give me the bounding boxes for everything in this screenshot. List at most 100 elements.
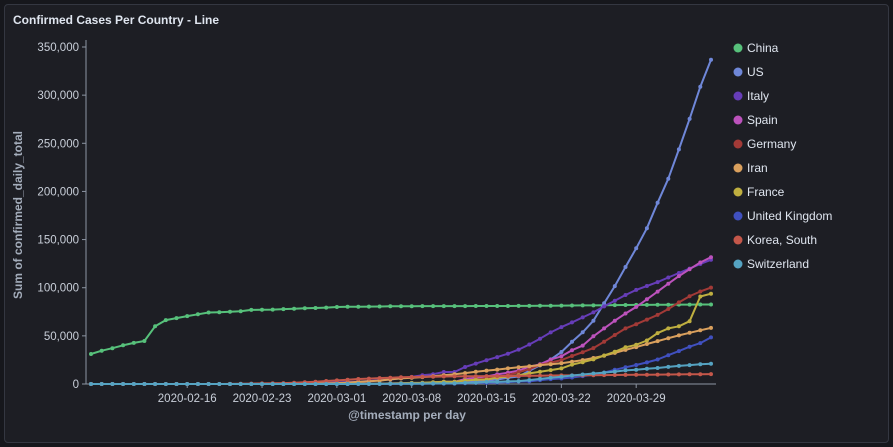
data-point-france[interactable] — [644, 338, 649, 343]
data-point-germany[interactable] — [516, 370, 521, 375]
data-point-china[interactable] — [463, 304, 468, 309]
legend-item-iran[interactable]: Iran — [733, 161, 768, 175]
data-point-switzerland[interactable] — [388, 381, 393, 386]
data-point-us[interactable] — [623, 265, 628, 269]
data-point-switzerland[interactable] — [634, 367, 639, 372]
data-point-korea-south[interactable] — [431, 374, 436, 379]
data-point-us[interactable] — [666, 176, 671, 181]
data-point-france[interactable] — [473, 377, 478, 382]
data-point-switzerland[interactable] — [495, 379, 500, 384]
data-point-united-kingdom[interactable] — [676, 349, 681, 354]
data-point-china[interactable] — [217, 310, 222, 315]
data-point-china[interactable] — [484, 304, 489, 308]
data-point-china[interactable] — [559, 303, 564, 308]
data-point-switzerland[interactable] — [356, 381, 361, 386]
data-point-italy[interactable] — [644, 284, 649, 288]
data-point-china[interactable] — [153, 324, 158, 329]
data-point-china[interactable] — [473, 304, 478, 308]
data-point-spain[interactable] — [623, 311, 628, 316]
data-point-china[interactable] — [356, 304, 361, 309]
data-point-us[interactable] — [570, 339, 574, 344]
legend-item-china[interactable]: China — [733, 41, 779, 55]
data-point-spain[interactable] — [559, 354, 564, 359]
data-point-switzerland[interactable] — [174, 382, 179, 386]
data-point-korea-south[interactable] — [473, 374, 478, 379]
data-point-china[interactable] — [131, 340, 136, 345]
data-point-iran[interactable] — [463, 371, 468, 376]
data-point-italy[interactable] — [559, 325, 564, 330]
data-point-iran[interactable] — [495, 367, 500, 372]
data-point-china[interactable] — [206, 310, 211, 315]
data-point-italy[interactable] — [527, 342, 532, 347]
data-point-china[interactable] — [388, 304, 393, 309]
data-point-iran[interactable] — [655, 339, 660, 344]
data-point-italy[interactable] — [634, 287, 639, 292]
data-point-switzerland[interactable] — [217, 382, 222, 386]
data-point-spain[interactable] — [655, 289, 660, 294]
data-point-spain[interactable] — [548, 357, 553, 362]
data-point-switzerland[interactable] — [281, 382, 286, 386]
data-point-germany[interactable] — [580, 350, 585, 355]
data-point-korea-south[interactable] — [345, 377, 350, 382]
data-point-iran[interactable] — [570, 359, 574, 364]
data-point-united-kingdom[interactable] — [623, 365, 628, 370]
data-point-china[interactable] — [281, 307, 286, 312]
data-point-china[interactable] — [99, 348, 104, 353]
data-point-germany[interactable] — [602, 339, 607, 344]
data-point-china[interactable] — [185, 314, 190, 319]
data-point-korea-south[interactable] — [377, 376, 382, 381]
data-point-spain[interactable] — [602, 326, 607, 331]
data-point-china[interactable] — [623, 303, 628, 307]
data-point-switzerland[interactable] — [334, 382, 339, 386]
data-point-france[interactable] — [676, 324, 681, 329]
data-point-italy[interactable] — [623, 293, 628, 297]
data-point-iran[interactable] — [709, 325, 713, 330]
data-point-korea-south[interactable] — [687, 372, 692, 377]
data-point-united-kingdom[interactable] — [709, 335, 713, 340]
data-point-france[interactable] — [655, 331, 660, 336]
data-point-france[interactable] — [602, 353, 607, 358]
data-point-korea-south[interactable] — [356, 377, 361, 381]
legend-item-italy[interactable]: Italy — [733, 89, 770, 103]
data-point-china[interactable] — [195, 312, 200, 317]
data-point-switzerland[interactable] — [185, 382, 190, 386]
data-point-switzerland[interactable] — [313, 382, 318, 386]
data-point-switzerland[interactable] — [548, 375, 553, 380]
data-point-spain[interactable] — [634, 304, 639, 309]
data-point-china[interactable] — [292, 306, 297, 311]
data-point-switzerland[interactable] — [249, 382, 254, 386]
data-point-korea-south[interactable] — [409, 375, 414, 379]
legend-item-spain[interactable]: Spain — [733, 113, 778, 127]
data-point-switzerland[interactable] — [655, 366, 660, 370]
data-point-us[interactable] — [655, 200, 660, 205]
data-point-china[interactable] — [142, 339, 147, 343]
data-point-korea-south[interactable] — [623, 372, 628, 377]
data-point-switzerland[interactable] — [142, 382, 147, 386]
data-point-germany[interactable] — [559, 358, 564, 363]
data-point-france[interactable] — [623, 345, 628, 350]
data-point-china[interactable] — [174, 316, 179, 321]
data-point-china[interactable] — [420, 304, 425, 309]
legend-item-us[interactable]: US — [733, 65, 764, 79]
data-point-china[interactable] — [655, 302, 660, 307]
data-point-korea-south[interactable] — [676, 372, 681, 377]
data-point-italy[interactable] — [441, 370, 446, 374]
data-point-switzerland[interactable] — [463, 380, 468, 385]
data-point-germany[interactable] — [634, 322, 639, 327]
data-point-germany[interactable] — [655, 312, 660, 317]
data-point-germany[interactable] — [666, 307, 671, 311]
data-point-china[interactable] — [163, 318, 168, 323]
data-point-united-kingdom[interactable] — [634, 363, 639, 367]
data-point-switzerland[interactable] — [676, 363, 681, 368]
data-point-switzerland[interactable] — [666, 364, 671, 369]
data-point-iran[interactable] — [687, 330, 692, 335]
data-point-france[interactable] — [548, 368, 553, 373]
data-point-korea-south[interactable] — [420, 374, 425, 379]
data-point-italy[interactable] — [505, 351, 510, 356]
data-point-iran[interactable] — [505, 366, 510, 371]
data-point-china[interactable] — [249, 307, 254, 312]
data-point-china[interactable] — [591, 303, 596, 308]
data-point-iran[interactable] — [666, 336, 671, 341]
data-point-spain[interactable] — [676, 274, 681, 279]
legend-item-france[interactable]: France — [733, 185, 785, 199]
